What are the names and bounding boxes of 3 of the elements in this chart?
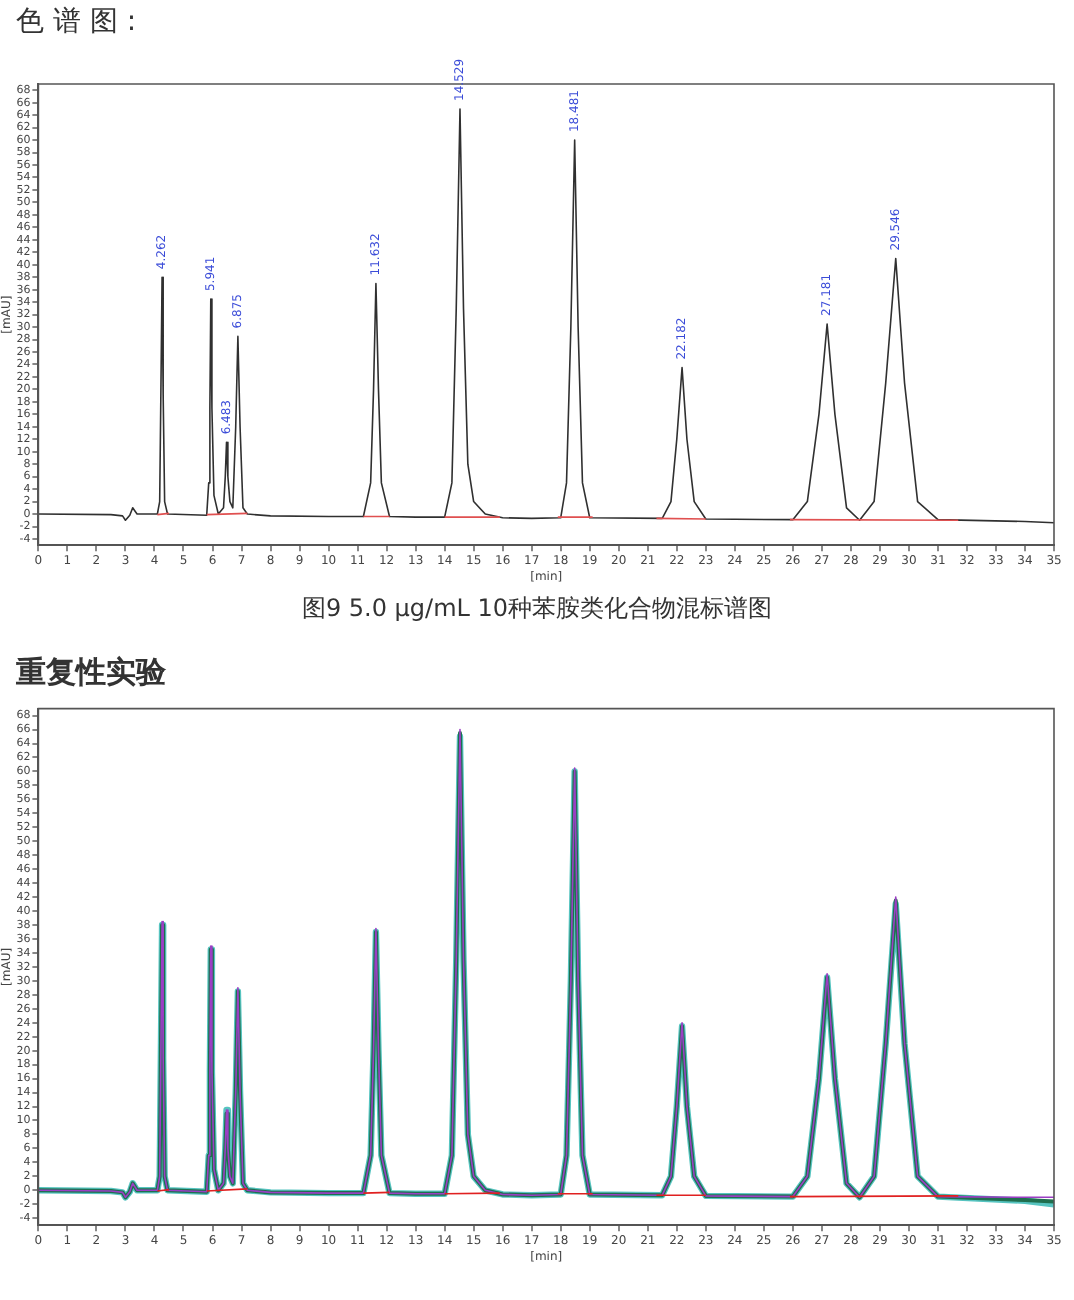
chart-title: 重复性实验 [14, 652, 168, 694]
chart-title: 色 谱 图 : [14, 4, 139, 40]
caption: 图9 5.0 µg/mL 10种苯胺类化合物混标谱图 [299, 592, 775, 626]
